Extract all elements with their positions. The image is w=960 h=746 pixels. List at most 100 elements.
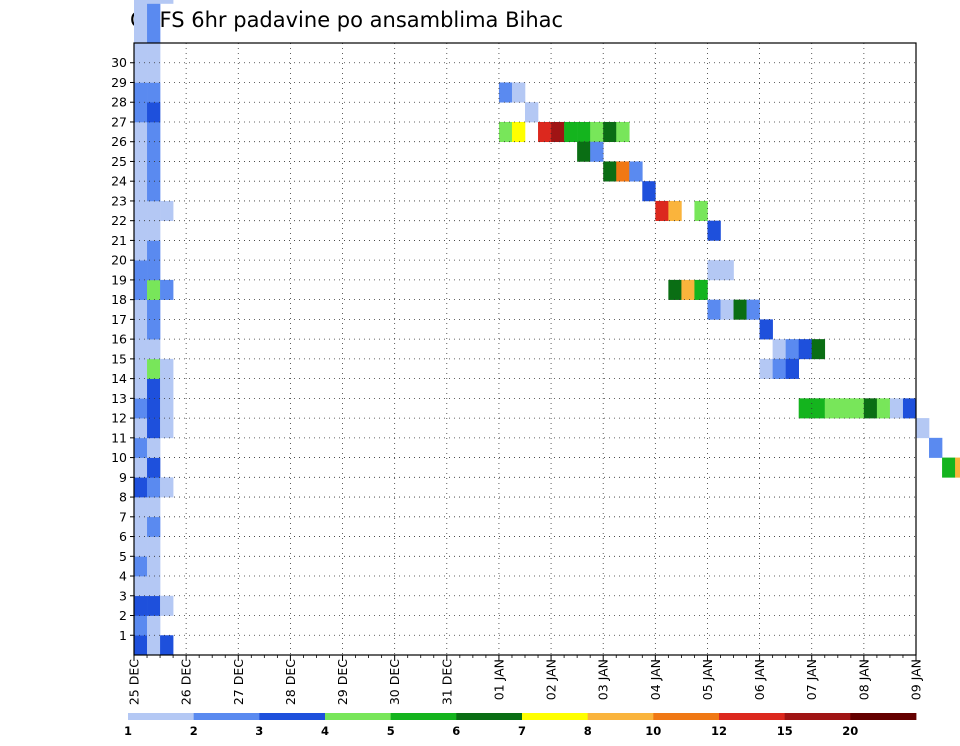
y-tick-label: 14 bbox=[111, 371, 127, 386]
heatmap-cell bbox=[511, 82, 526, 103]
colorbar-label: 5 bbox=[387, 724, 395, 738]
y-tick-label: 4 bbox=[119, 569, 127, 584]
y-tick-label: 26 bbox=[111, 134, 127, 149]
y-tick-label: 16 bbox=[111, 332, 127, 347]
x-tick-label: 09 JAN bbox=[909, 659, 924, 700]
heatmap-cell bbox=[134, 62, 148, 83]
heatmap-cell bbox=[616, 121, 630, 143]
heatmap-cell bbox=[668, 200, 682, 221]
heatmap-cell bbox=[147, 536, 161, 557]
heatmap-cell bbox=[134, 161, 148, 182]
heatmap-cell bbox=[147, 615, 161, 636]
y-tick-label: 3 bbox=[119, 588, 127, 603]
y-tick-label: 7 bbox=[119, 509, 127, 524]
heatmap-cell bbox=[707, 220, 721, 241]
heatmap-cell bbox=[160, 595, 174, 616]
heatmap-cell bbox=[147, 43, 161, 64]
heatmap-cell bbox=[134, 635, 148, 656]
heatmap-cell bbox=[603, 161, 617, 182]
heatmap-cell bbox=[955, 457, 960, 478]
heatmap-cell bbox=[147, 418, 161, 439]
heatmap-cell bbox=[577, 121, 591, 143]
heatmap-cell bbox=[147, 378, 161, 399]
y-tick-label: 15 bbox=[111, 351, 127, 366]
x-tick-label: 04 JAN bbox=[648, 659, 663, 700]
heatmap-cell bbox=[134, 339, 148, 360]
heatmap-cell bbox=[147, 477, 161, 498]
y-tick-label: 8 bbox=[119, 490, 127, 505]
chart-title: GEFS 6hr padavine po ansamblima Bihac bbox=[130, 8, 563, 32]
heatmap-cell bbox=[134, 102, 148, 123]
y-tick-label: 27 bbox=[111, 114, 127, 129]
x-tick-label: 05 JAN bbox=[700, 659, 715, 700]
heatmap-cell bbox=[134, 319, 148, 340]
heatmap-cell bbox=[160, 398, 174, 419]
y-tick-label: 12 bbox=[111, 411, 127, 426]
heatmap-cell bbox=[811, 398, 826, 419]
x-tick-label: 03 JAN bbox=[596, 659, 611, 700]
heatmap-cell bbox=[694, 279, 708, 300]
heatmap-cell bbox=[134, 141, 148, 162]
heatmap-cell bbox=[160, 358, 174, 379]
colorbar-swatch bbox=[325, 713, 392, 720]
colorbar-label: 20 bbox=[842, 724, 858, 738]
heatmap-cell bbox=[134, 398, 148, 419]
heatmap-cell bbox=[668, 279, 682, 300]
x-axis: 25 DEC 26 DEC 27 DEC 28 DEC 29 DEC 30 DEC 31 D… bbox=[127, 655, 924, 705]
colorbar-swatch bbox=[784, 713, 851, 720]
y-tick-label: 20 bbox=[111, 253, 127, 268]
y-tick-label: 2 bbox=[119, 608, 127, 623]
y-tick-label: 9 bbox=[119, 470, 127, 485]
heatmap-cell bbox=[147, 319, 161, 340]
heatmap-cell bbox=[134, 536, 148, 557]
heatmap-cell bbox=[876, 398, 891, 419]
heatmap-cell bbox=[655, 200, 669, 221]
heatmap-cell bbox=[785, 358, 799, 379]
heatmap-cell bbox=[147, 82, 161, 103]
colorbar-swatch bbox=[193, 713, 260, 720]
x-tick-label: 31 DEC bbox=[439, 659, 454, 705]
colorbar-swatch bbox=[719, 713, 786, 720]
x-tick-label: 30 DEC bbox=[387, 659, 402, 705]
y-tick-label: 23 bbox=[111, 193, 127, 208]
heatmap-cell bbox=[498, 82, 513, 103]
y-axis: 1234567891011121314151617181920212223242… bbox=[111, 55, 134, 643]
heatmap-cell bbox=[147, 635, 161, 656]
heatmap-cell bbox=[147, 161, 161, 182]
heatmap-cell bbox=[147, 62, 161, 83]
heatmap-cell bbox=[147, 299, 161, 320]
y-tick-label: 21 bbox=[111, 233, 127, 248]
heatmap-cell bbox=[134, 279, 148, 300]
colorbar: 1 2 3 4 5 6 7 8 10 12 15 20 bbox=[124, 713, 917, 738]
heatmap-cell bbox=[785, 339, 799, 360]
heatmap-cell bbox=[134, 516, 148, 537]
colorbar-label: 3 bbox=[255, 724, 263, 738]
colorbar-swatch bbox=[522, 713, 589, 720]
x-tick-label: 06 JAN bbox=[752, 659, 767, 700]
heatmap-cell bbox=[707, 299, 721, 320]
colorbar-swatch bbox=[259, 713, 326, 720]
heatmap-cell bbox=[551, 121, 565, 143]
heatmap-cell bbox=[160, 635, 174, 656]
heatmap-cell bbox=[147, 260, 161, 281]
colorbar-label: 1 bbox=[124, 724, 132, 738]
heatmap-cell bbox=[837, 398, 852, 419]
heatmap-cell bbox=[147, 516, 161, 537]
colorbar-swatch bbox=[653, 713, 720, 720]
heatmap-cells bbox=[134, 0, 960, 656]
y-tick-label: 30 bbox=[111, 55, 127, 70]
x-tick-label: 26 DEC bbox=[179, 659, 194, 705]
heatmap-cell bbox=[160, 0, 174, 4]
heatmap-cell bbox=[147, 595, 161, 616]
heatmap-cell bbox=[147, 23, 161, 44]
heatmap-cell bbox=[863, 398, 878, 419]
heatmap-cell bbox=[147, 497, 161, 518]
heatmap-cell bbox=[850, 398, 865, 419]
heatmap-cell bbox=[134, 457, 148, 478]
heatmap-cell bbox=[681, 279, 695, 300]
heatmap-cell bbox=[134, 260, 148, 281]
heatmap-cell bbox=[134, 477, 148, 498]
colorbar-label: 15 bbox=[777, 724, 793, 738]
colorbar-label: 2 bbox=[190, 724, 198, 738]
